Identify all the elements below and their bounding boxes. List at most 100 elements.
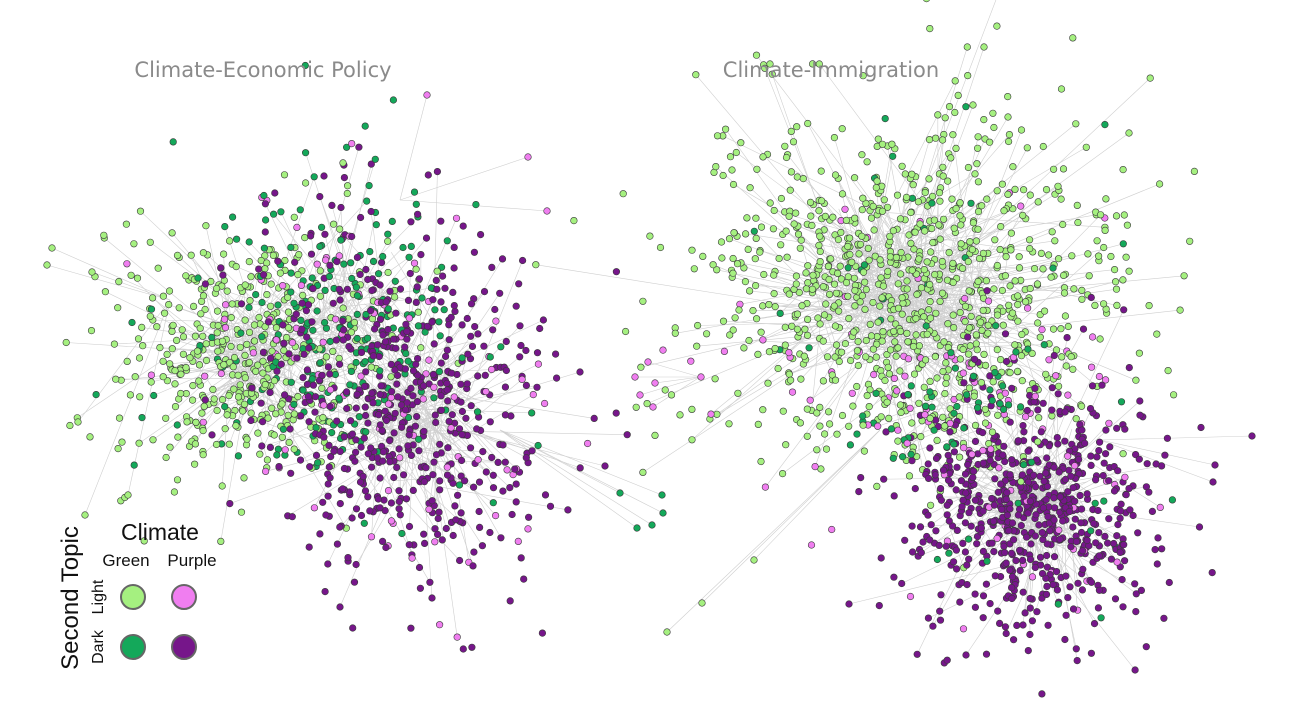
network-node	[1110, 266, 1119, 274]
network-node	[1064, 452, 1072, 460]
network-node	[171, 380, 179, 388]
network-node	[226, 500, 234, 508]
network-node	[1136, 411, 1144, 419]
network-node	[528, 447, 536, 455]
network-node	[1069, 365, 1077, 373]
network-node	[112, 375, 120, 383]
network-node	[1016, 403, 1025, 411]
network-node	[308, 274, 316, 282]
network-node	[859, 412, 867, 420]
network-node	[336, 603, 344, 611]
network-node	[403, 327, 411, 336]
network-node	[209, 385, 217, 394]
network-node	[777, 194, 786, 203]
network-node	[420, 530, 428, 538]
network-node	[912, 314, 920, 323]
network-edge	[983, 536, 1014, 552]
network-node	[322, 256, 330, 264]
network-node	[1059, 220, 1067, 229]
network-node	[139, 342, 147, 350]
network-node	[751, 255, 759, 263]
network-node	[154, 264, 162, 272]
network-node	[404, 357, 412, 365]
network-node	[480, 342, 488, 350]
network-node	[308, 375, 316, 383]
network-node	[395, 445, 403, 453]
network-node	[458, 431, 466, 439]
network-node	[903, 277, 911, 285]
network-node	[479, 448, 487, 456]
network-node	[437, 298, 445, 306]
network-node	[1060, 289, 1069, 297]
network-node	[281, 391, 289, 399]
network-node	[933, 555, 942, 564]
network-node	[965, 555, 973, 563]
network-node	[713, 132, 722, 140]
network-node	[754, 350, 762, 359]
network-node	[376, 281, 384, 289]
network-node	[340, 174, 349, 182]
network-node	[365, 182, 373, 190]
network-node	[146, 312, 154, 320]
network-node	[993, 187, 1001, 195]
legend-row-title: Second Topic	[57, 526, 84, 670]
network-node	[1061, 635, 1069, 644]
network-node	[1248, 432, 1256, 440]
network-node	[838, 190, 847, 198]
network-node	[728, 166, 736, 174]
network-node	[355, 143, 363, 151]
network-node	[1088, 333, 1097, 341]
network-node	[889, 454, 897, 462]
network-node	[449, 288, 457, 297]
network-node	[326, 261, 334, 270]
network-node	[937, 496, 946, 504]
network-node	[375, 352, 383, 361]
network-node	[659, 346, 667, 354]
legend-swatch-light-purple	[171, 584, 197, 610]
network-node	[405, 253, 413, 261]
network-node	[859, 421, 867, 429]
network-node	[885, 414, 893, 423]
network-node	[386, 287, 394, 295]
network-node	[258, 333, 266, 341]
network-node	[925, 175, 933, 183]
network-node	[1107, 555, 1115, 563]
network-node	[831, 376, 840, 384]
network-node	[968, 450, 976, 458]
network-node	[1008, 384, 1016, 392]
network-node	[932, 454, 941, 463]
network-node	[876, 256, 884, 264]
network-node	[988, 494, 996, 503]
network-node	[272, 324, 281, 332]
network-node	[168, 327, 176, 336]
network-node	[326, 402, 334, 411]
network-edge	[819, 63, 951, 241]
network-node	[820, 430, 829, 438]
network-node	[828, 371, 836, 379]
network-node	[366, 248, 374, 256]
network-node	[993, 311, 1002, 319]
network-edge	[878, 321, 1005, 327]
network-node	[974, 133, 982, 141]
network-node	[1042, 370, 1050, 378]
network-node	[1050, 516, 1058, 524]
network-node	[443, 346, 452, 354]
network-node	[1067, 543, 1075, 551]
network-node	[458, 407, 467, 416]
network-node	[1042, 469, 1050, 477]
network-node	[236, 343, 244, 351]
network-node	[1043, 551, 1051, 560]
network-node	[371, 155, 379, 163]
network-node	[439, 272, 447, 280]
network-node	[874, 318, 882, 326]
network-node	[339, 304, 347, 312]
network-node	[893, 387, 901, 395]
network-node	[1048, 228, 1056, 236]
network-node	[1074, 218, 1082, 227]
network-node	[246, 297, 254, 305]
network-node	[939, 413, 947, 421]
network-node	[1018, 377, 1026, 385]
network-node	[1120, 306, 1128, 314]
network-node	[926, 25, 934, 33]
network-node	[1168, 496, 1176, 504]
